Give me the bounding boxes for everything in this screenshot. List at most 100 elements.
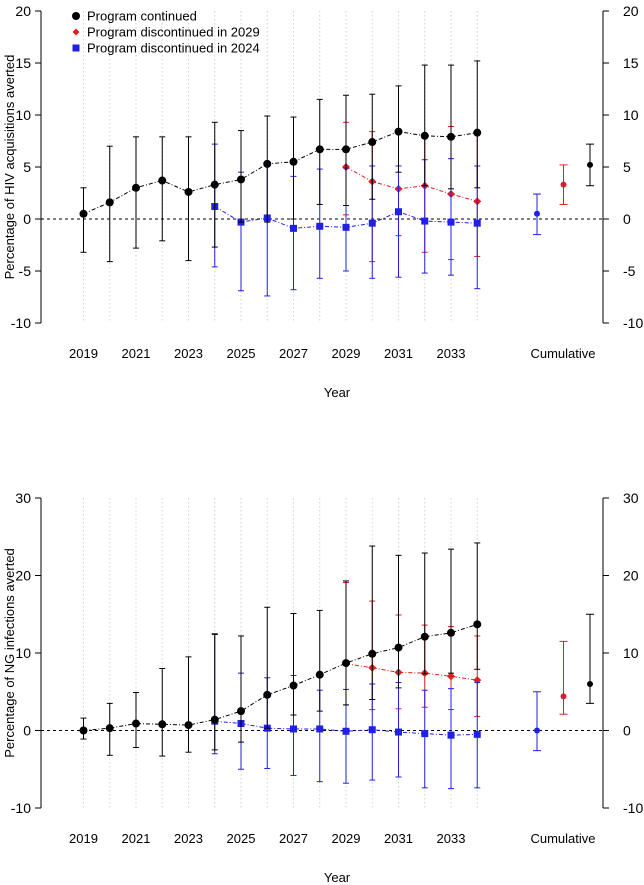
legend-label: Program discontinued in 2029 xyxy=(87,25,260,40)
y-axis-title: Percentage of NG infections averted xyxy=(2,548,17,758)
data-point xyxy=(315,670,324,679)
series-program-discontinued-in-2024 xyxy=(211,633,541,790)
data-point xyxy=(316,222,324,230)
data-point xyxy=(421,730,429,738)
cumulative-point xyxy=(534,727,540,734)
data-point xyxy=(368,726,376,734)
data-point xyxy=(105,198,114,207)
data-point xyxy=(132,719,140,728)
y-tick-label-left: 10 xyxy=(15,645,31,661)
data-point xyxy=(315,145,324,154)
data-point xyxy=(447,132,455,141)
y-tick-label-left: -10 xyxy=(11,315,31,331)
y-tick-label-left: 20 xyxy=(15,568,31,584)
data-point xyxy=(237,175,245,184)
x-tick-label: 2027 xyxy=(279,346,308,361)
series-program-discontinued-in-2024 xyxy=(211,143,541,297)
data-point xyxy=(473,219,481,227)
data-point xyxy=(263,159,272,168)
data-point xyxy=(158,176,167,185)
y-tick-label-right: -10 xyxy=(623,800,643,816)
data-point xyxy=(184,721,193,730)
data-point xyxy=(79,726,88,735)
series-line xyxy=(83,623,478,731)
data-point xyxy=(368,649,377,658)
series-program-discontinued-in-2029 xyxy=(342,581,568,718)
cumulative-label: Cumulative xyxy=(530,346,595,361)
y-tick-label-right: 10 xyxy=(623,645,639,661)
data-point xyxy=(289,681,298,690)
y-tick-label-right: 15 xyxy=(623,55,639,71)
data-point xyxy=(342,223,350,231)
y-tick-label-right: -5 xyxy=(623,263,636,279)
data-point xyxy=(210,715,219,724)
y-tick-label-right: -10 xyxy=(623,315,643,331)
x-tick-label: 2023 xyxy=(174,346,203,361)
data-point xyxy=(447,218,455,226)
y-axis-title: Percentage of HIV acquisitions averted xyxy=(2,55,17,280)
x-tick-label: 2029 xyxy=(332,346,361,361)
x-tick-label: 2033 xyxy=(437,346,466,361)
y-tick-label-left: 5 xyxy=(23,159,31,175)
series-line xyxy=(345,663,478,681)
x-tick-label: 2029 xyxy=(332,831,361,846)
legend-marker xyxy=(72,44,80,52)
x-tick-label: 2021 xyxy=(122,346,151,361)
y-tick-label-left: -5 xyxy=(19,263,32,279)
data-point xyxy=(368,138,377,147)
y-tick-label-right: 20 xyxy=(623,3,639,19)
x-tick-label: 2023 xyxy=(174,831,203,846)
data-point xyxy=(105,724,114,733)
data-point xyxy=(395,208,402,216)
data-point xyxy=(237,707,245,716)
y-tick-label-left: -10 xyxy=(11,800,31,816)
cumulative-point xyxy=(587,681,593,687)
y-tick-label-right: 10 xyxy=(623,107,639,123)
series-line xyxy=(345,166,478,202)
data-point xyxy=(290,224,297,232)
data-point xyxy=(447,628,455,637)
series-program-continued xyxy=(79,60,594,263)
y-tick-label-left: 0 xyxy=(23,723,31,739)
x-axis-title: Year xyxy=(324,385,351,400)
data-point xyxy=(420,632,429,641)
x-tick-label: 2025 xyxy=(227,831,256,846)
data-point xyxy=(421,217,429,225)
data-point xyxy=(210,180,219,189)
data-point xyxy=(368,219,376,227)
data-point xyxy=(395,728,402,736)
series-line xyxy=(214,720,478,736)
legend-marker xyxy=(72,12,80,20)
data-point xyxy=(473,128,482,137)
x-tick-label: 2019 xyxy=(69,831,98,846)
data-point xyxy=(447,731,455,739)
data-point xyxy=(473,620,482,629)
data-point xyxy=(289,157,298,166)
legend-label: Program discontinued in 2024 xyxy=(87,41,260,56)
y-tick-label-left: 30 xyxy=(15,490,31,506)
x-tick-label: 2027 xyxy=(279,831,308,846)
y-tick-label-right: 30 xyxy=(623,490,639,506)
cumulative-label: Cumulative xyxy=(530,831,595,846)
y-tick-label-left: 20 xyxy=(15,3,31,19)
data-point xyxy=(132,183,140,192)
data-point xyxy=(342,659,350,668)
x-axis-title: Year xyxy=(324,870,351,885)
cumulative-point xyxy=(560,181,567,188)
y-tick-label-right: 20 xyxy=(623,568,639,584)
x-tick-label: 2033 xyxy=(437,831,466,846)
data-point xyxy=(447,672,455,681)
hiv-panel: -10 -10 -5 -5 0 0 5 5 10 10 15 15 20 20 2019 2021 2023 20… xyxy=(2,3,643,400)
cumulative-point xyxy=(534,210,540,217)
cumulative-point xyxy=(560,693,567,700)
series-program-continued xyxy=(79,542,594,757)
data-point xyxy=(184,187,193,196)
y-tick-label-left: 10 xyxy=(15,107,31,123)
data-point xyxy=(394,643,403,652)
cumulative-point xyxy=(587,161,593,168)
data-point xyxy=(158,720,167,729)
x-tick-label: 2025 xyxy=(227,346,256,361)
data-point xyxy=(79,209,88,218)
x-tick-label: 2019 xyxy=(69,346,98,361)
